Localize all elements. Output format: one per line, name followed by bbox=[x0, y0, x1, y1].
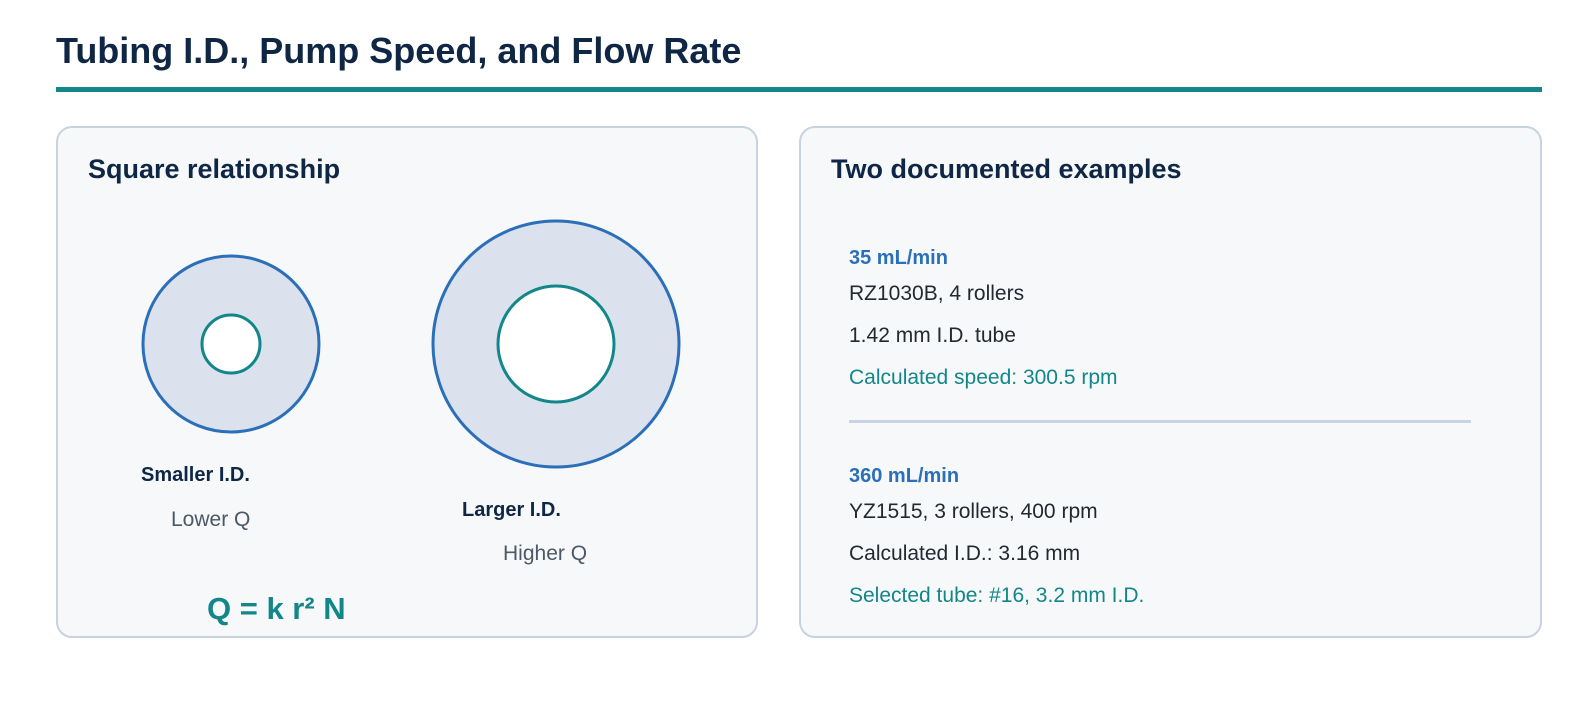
flow-formula: Q = k r² N bbox=[207, 591, 346, 626]
documented-examples-panel: Two documented examples 35 mL/min RZ1030… bbox=[799, 126, 1542, 638]
example-result: Selected tube: #16, 3.2 mm I.D. bbox=[849, 584, 1145, 607]
small-tube-label: Smaller I.D. bbox=[141, 464, 250, 486]
page-title: Tubing I.D., Pump Speed, and Flow Rate bbox=[56, 30, 742, 71]
example-card: 35 mL/min RZ1030B, 4 rollers 1.42 mm I.D… bbox=[849, 243, 1118, 399]
large-tube-cross-section bbox=[431, 219, 681, 469]
example-pump: RZ1030B, 4 rollers bbox=[849, 282, 1025, 305]
example-pump: YZ1515, 3 rollers, 400 rpm bbox=[849, 500, 1098, 523]
square-relationship-panel: Square relationship Smaller I.D. Lower Q… bbox=[56, 126, 758, 638]
example-tube: 1.42 mm I.D. tube bbox=[849, 324, 1016, 347]
large-tube-bore bbox=[496, 284, 616, 404]
small-tube-cross-section bbox=[141, 254, 321, 434]
example-divider bbox=[849, 420, 1471, 423]
small-tube-flow-label: Lower Q bbox=[171, 508, 250, 531]
example-result: Calculated speed: 300.5 rpm bbox=[849, 366, 1118, 389]
tubing-cross-section-diagram: Smaller I.D. Lower Q Larger I.D. Higher … bbox=[141, 219, 681, 626]
large-tube-label: Larger I.D. bbox=[462, 499, 561, 521]
title-divider bbox=[56, 87, 1542, 92]
panel-heading: Square relationship bbox=[88, 154, 341, 184]
large-tube-flow-label: Higher Q bbox=[503, 542, 587, 565]
example-tube: Calculated I.D.: 3.16 mm bbox=[849, 542, 1081, 565]
example-flow-rate: 360 mL/min bbox=[849, 465, 960, 487]
panel-heading: Two documented examples bbox=[831, 154, 1182, 184]
small-tube-bore bbox=[200, 313, 262, 375]
example-card: 360 mL/min YZ1515, 3 rollers, 400 rpm Ca… bbox=[849, 461, 1144, 617]
example-flow-rate: 35 mL/min bbox=[849, 247, 948, 269]
